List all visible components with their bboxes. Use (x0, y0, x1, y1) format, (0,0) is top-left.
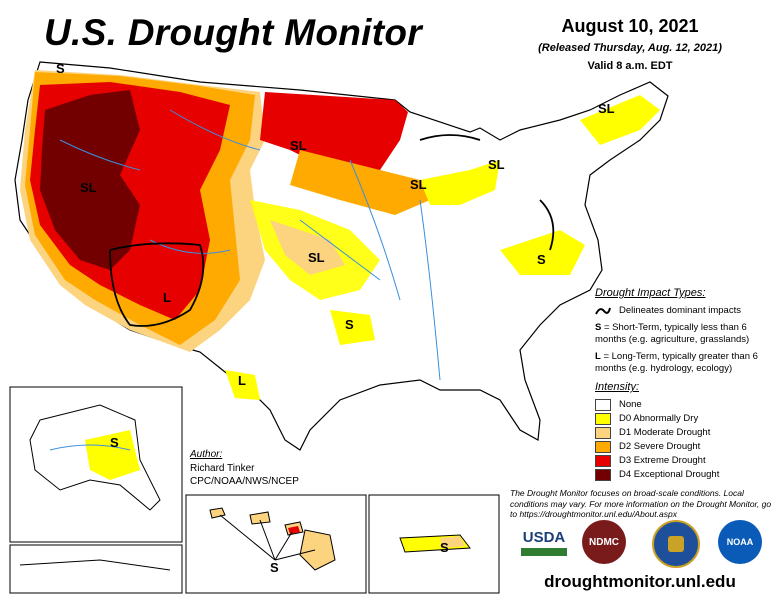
impact-boundaries (109, 134, 555, 327)
map-label: SL (410, 177, 427, 192)
map-label: S (345, 317, 354, 332)
author-name: Richard Tinker (190, 462, 255, 474)
hawaii-impact-lines (219, 514, 316, 561)
legend-row-d1: D1 Moderate Drought (595, 426, 775, 439)
map-label: S (270, 560, 279, 575)
long-term-text: = Long-Term, typically greater than 6 mo… (595, 351, 758, 375)
legend-row-d2: D2 Severe Drought (595, 440, 775, 453)
alaska-d0 (85, 430, 140, 480)
aleutian-inset (9, 544, 183, 594)
valid-time: Valid 8 a.m. EDT (587, 60, 673, 72)
map-label: S (56, 61, 65, 76)
swatch (595, 468, 611, 481)
map-label: SL (488, 157, 505, 172)
legend-label: D1 Moderate Drought (619, 426, 711, 438)
page-title: U.S. Drought Monitor (44, 12, 422, 53)
map-label: L (238, 373, 246, 388)
short-term-text: = Short-Term, typically less than 6 mont… (595, 321, 750, 345)
map-label: S (440, 540, 449, 555)
legend: Drought Impact Types: Delineates dominan… (595, 287, 775, 483)
legend-label: D2 Severe Drought (619, 440, 701, 452)
alaska-rivers (49, 444, 131, 451)
noaa-text: NOAA (726, 537, 754, 547)
puerto-rico-d1 (440, 536, 465, 548)
rivers (59, 109, 441, 381)
legend-label: D4 Exceptional Drought (619, 468, 720, 480)
impact-line-row: Delineates dominant impacts (595, 305, 775, 317)
ndmc-logo[interactable]: NDMC (582, 520, 626, 564)
map-label: SL (80, 180, 97, 195)
doc-seal-logo[interactable] (652, 520, 700, 568)
long-term-key: L (595, 351, 601, 363)
footnote: The Drought Monitor focuses on broad-sca… (510, 488, 772, 520)
d1-region-plains (270, 220, 345, 275)
author-org: CPC/NOAA/NWS/NCEP (190, 476, 299, 487)
impact-delineates-text: Delineates dominant impacts (619, 304, 741, 316)
d2-region-north-plains (290, 150, 430, 215)
legend-label: D3 Extreme Drought (619, 454, 706, 466)
legend-label: D0 Abnormally Dry (619, 412, 699, 424)
short-term-note: S = Short-Term, typically less than 6 mo… (595, 322, 775, 346)
impact-line-icon (595, 307, 611, 315)
map-label: SL (308, 250, 325, 265)
usda-logo[interactable]: USDA (518, 522, 570, 562)
map-date: August 10, 2021 (561, 16, 699, 36)
legend-label: None (619, 398, 642, 410)
eagle-icon (668, 536, 684, 552)
d3-region-north-plains (260, 92, 408, 170)
usda-text: USDA (522, 528, 566, 546)
map-label: S (110, 435, 119, 450)
d0-region-texas (330, 310, 375, 345)
impact-heading: Drought Impact Types: (595, 287, 706, 299)
swatch (595, 412, 611, 425)
swatch (595, 454, 611, 467)
legend-row-none: None (595, 398, 775, 411)
ndmc-text: NDMC (589, 536, 619, 548)
legend-row-d0: D0 Abnormally Dry (595, 412, 775, 425)
map-label: L (163, 290, 171, 305)
hawaii-d2 (288, 526, 300, 534)
site-url[interactable]: droughtmonitor.unl.edu (544, 572, 736, 591)
d0-region-northeast (580, 95, 660, 145)
d0-region-virginia (500, 230, 585, 275)
map-label: SL (290, 138, 307, 153)
d0-region-south-texas (225, 370, 260, 400)
map-label: S (537, 252, 546, 267)
hawaii-islands (209, 507, 336, 571)
d4-region-west (40, 90, 140, 270)
legend-row-d4: D4 Exceptional Drought (595, 468, 775, 481)
aleutian-shape (19, 559, 171, 571)
d0-region-midwest (420, 160, 500, 205)
swatch (595, 440, 611, 453)
usda-stripe (521, 547, 567, 556)
swatch (595, 398, 611, 411)
short-term-key: S (595, 321, 602, 333)
author-heading: Author: (190, 449, 223, 460)
long-term-note: L = Long-Term, typically greater than 6 … (595, 351, 775, 375)
legend-row-d3: D3 Extreme Drought (595, 454, 775, 467)
map-label: SL (598, 101, 615, 116)
author-block: Author: Richard Tinker CPC/NOAA/NWS/NCEP (190, 448, 299, 489)
release-date: (Released Thursday, Aug. 12, 2021) (538, 42, 722, 54)
intensity-heading: Intensity: (595, 381, 640, 394)
swatch (595, 426, 611, 439)
noaa-logo[interactable]: NOAA (718, 520, 762, 564)
